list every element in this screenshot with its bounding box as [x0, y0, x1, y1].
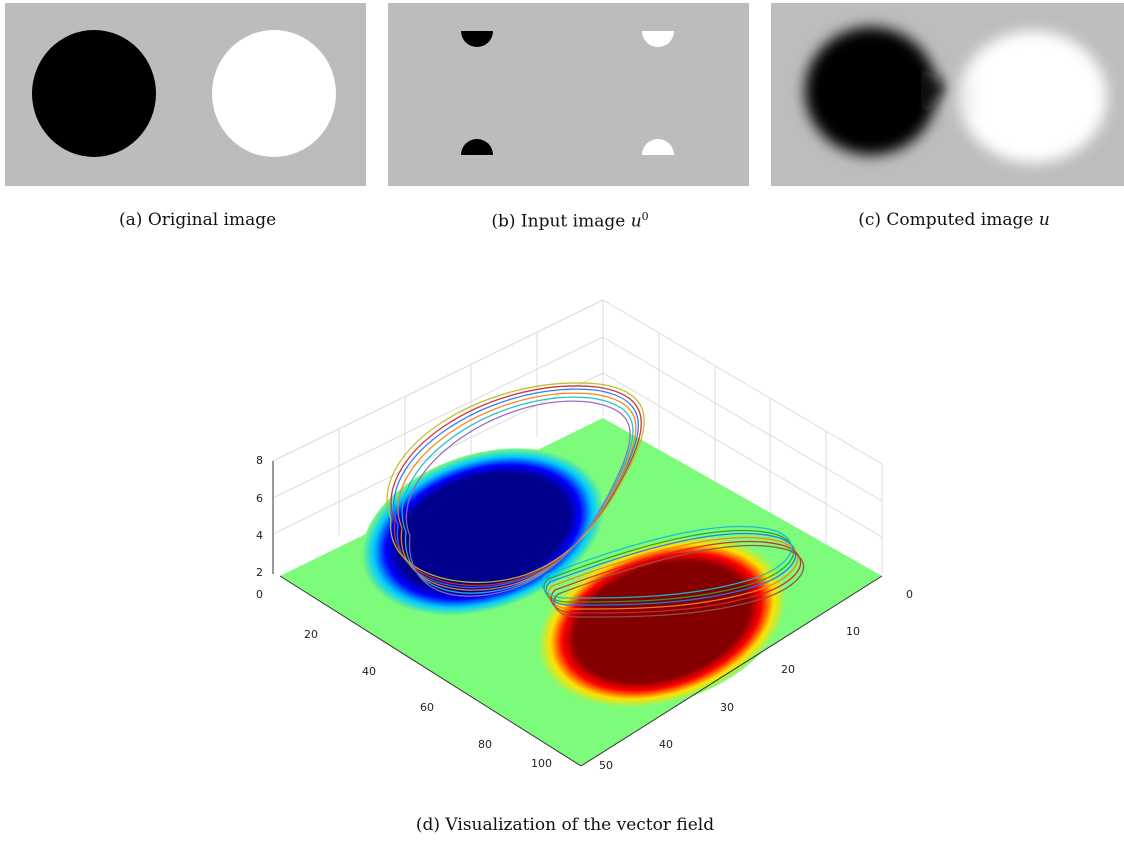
caption-b-sup: 0 [641, 210, 649, 223]
right-tick-50: 50 [599, 759, 613, 772]
left-tick-40: 40 [362, 665, 376, 678]
caption-a: (a) Original image [119, 210, 276, 230]
caption-c: (c) Computed image u [844, 210, 1064, 230]
black-patch-top [461, 31, 493, 47]
left-tick-20: 20 [304, 628, 318, 641]
right-tick-0: 0 [906, 588, 913, 601]
left-tick-60: 60 [420, 701, 434, 714]
computed-image-panel [771, 3, 1124, 186]
z-tick-4: 4 [256, 529, 263, 542]
caption-c-prefix: (c) [858, 210, 881, 230]
streamline-bundle [386, 382, 805, 618]
z-tick-6: 6 [256, 492, 263, 505]
white-patch-bottom [642, 139, 674, 155]
input-image-panel [388, 3, 749, 186]
left-tick-100: 100 [531, 757, 552, 770]
white-patch-top [642, 31, 674, 47]
caption-d: (d) Visualization of the vector field [350, 815, 780, 835]
original-image-panel [5, 3, 366, 186]
z-tick-2: 2 [256, 566, 263, 579]
z-tick-8: 8 [256, 454, 263, 467]
caption-b-text: Input image [520, 211, 631, 232]
caption-c-math: u [1038, 210, 1050, 230]
axes [272, 461, 883, 767]
vector-field-3d-plot: 8 6 4 2 0 20 40 60 80 100 0 10 20 30 40 … [256, 299, 913, 772]
black-patch-bottom [461, 139, 493, 155]
caption-b-prefix: (b) [491, 211, 516, 232]
right-tick-40: 40 [659, 738, 673, 751]
caption-a-prefix: (a) [119, 210, 143, 230]
right-tick-30: 30 [720, 701, 734, 714]
caption-a-text: Original image [147, 210, 277, 230]
caption-b-math: u [630, 211, 642, 232]
left-tick-80: 80 [478, 738, 492, 751]
left-tick-0: 0 [256, 588, 263, 601]
black-disk [32, 30, 156, 157]
white-disk [212, 30, 336, 157]
caption-d-text: Visualization of the vector field [445, 815, 715, 835]
caption-c-text: Computed image [886, 210, 1039, 230]
right-tick-20: 20 [781, 663, 795, 676]
caption-d-prefix: (d) [415, 815, 440, 835]
caption-b: (b) Input image u0 [470, 210, 670, 232]
computed-image [771, 3, 1124, 186]
right-tick-10: 10 [846, 625, 860, 638]
